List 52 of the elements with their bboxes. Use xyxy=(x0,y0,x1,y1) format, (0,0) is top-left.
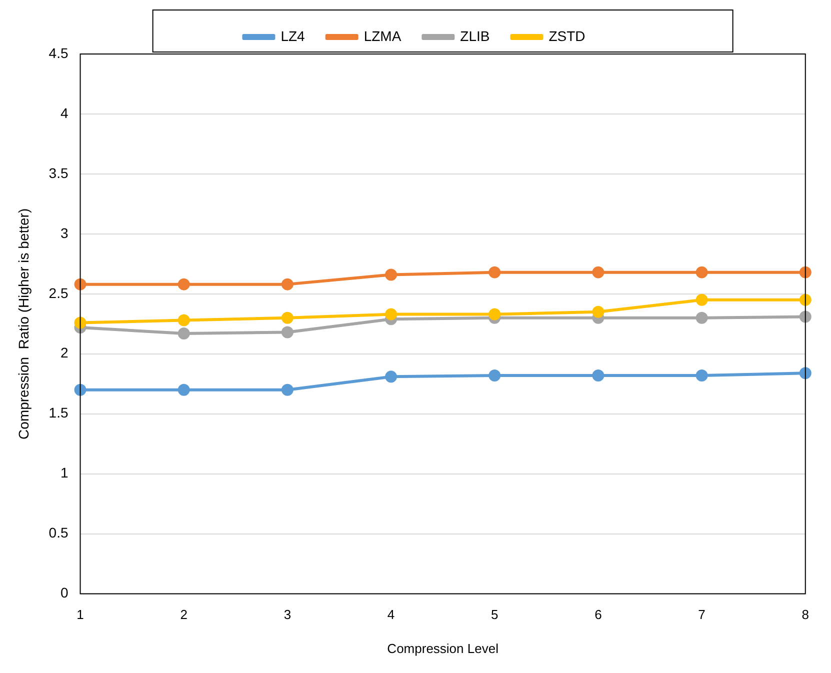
legend-label: LZMA xyxy=(364,28,402,44)
point xyxy=(592,306,604,318)
y-tick-label: 0 xyxy=(60,584,68,601)
point xyxy=(178,314,190,326)
x-tick-label: 8 xyxy=(802,607,809,622)
y-tick-label: 3 xyxy=(60,224,68,241)
point xyxy=(488,369,501,382)
x-axis-title: Compression Level xyxy=(387,640,499,656)
legend-label: ZSTD xyxy=(548,28,586,44)
y-tick-label: 2 xyxy=(60,344,68,361)
x-tick-label: 5 xyxy=(491,607,498,622)
x-tick-label: 1 xyxy=(76,607,84,622)
point xyxy=(696,294,708,306)
y-tick-label: 3.5 xyxy=(48,164,68,181)
x-tick-label: 4 xyxy=(387,607,395,622)
y-axis-title: Compression Ratio (Higher is better) xyxy=(15,208,32,440)
point xyxy=(74,316,86,329)
x-tick-label: 3 xyxy=(284,607,292,622)
legend-label: ZLIB xyxy=(460,28,490,44)
point xyxy=(592,369,604,382)
y-tick-label: 1 xyxy=(60,464,68,481)
point xyxy=(799,294,812,306)
point xyxy=(488,308,501,320)
point xyxy=(696,266,708,278)
y-tick-label: 2.5 xyxy=(48,284,68,301)
point xyxy=(696,312,708,324)
y-tick-label: 4.5 xyxy=(48,44,68,61)
point xyxy=(178,384,190,396)
point xyxy=(281,326,294,338)
x-tick-label: 2 xyxy=(180,607,188,622)
legend-label: LZ4 xyxy=(280,28,306,44)
point xyxy=(281,278,294,290)
point xyxy=(178,278,190,290)
point xyxy=(385,370,398,383)
point xyxy=(74,278,86,290)
y-tick-label: 4 xyxy=(60,104,68,121)
point xyxy=(281,384,294,396)
point xyxy=(281,312,294,324)
point xyxy=(799,266,812,278)
x-tick-label: 7 xyxy=(698,607,706,622)
point xyxy=(799,310,812,323)
point xyxy=(488,266,501,278)
point xyxy=(385,268,398,281)
point xyxy=(799,367,812,380)
point xyxy=(696,369,708,382)
point xyxy=(592,266,604,278)
point xyxy=(385,308,398,320)
y-tick-label: 0.5 xyxy=(48,524,68,541)
point xyxy=(74,384,86,396)
x-tick-label: 6 xyxy=(594,607,602,622)
y-tick-label: 1.5 xyxy=(48,404,68,421)
point xyxy=(178,327,190,340)
